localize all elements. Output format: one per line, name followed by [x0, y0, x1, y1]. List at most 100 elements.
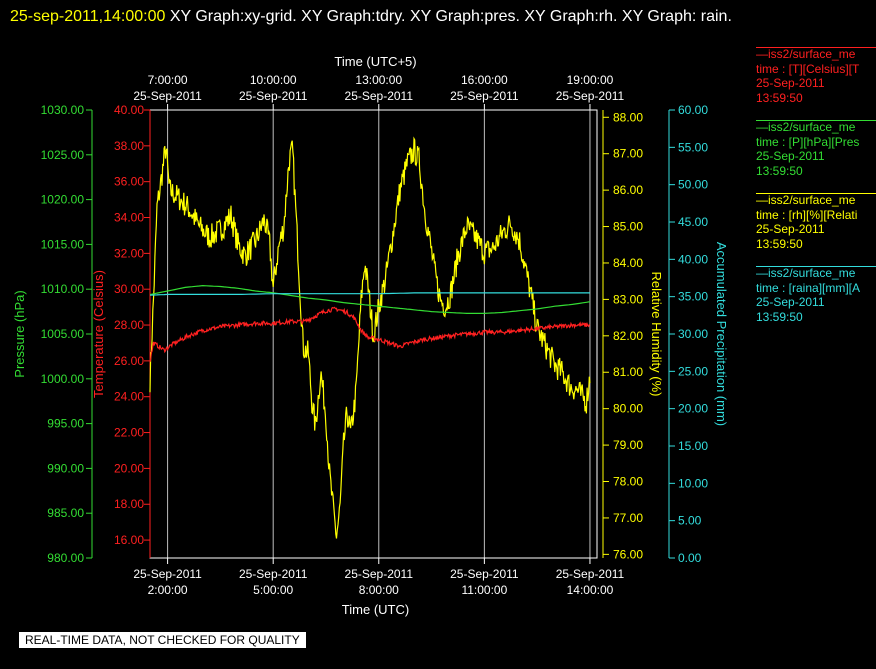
y-tick-label-rain: 5.00 [678, 514, 702, 528]
x-tick-label-time: 8:00:00 [359, 583, 399, 597]
series-line-pres [149, 284, 591, 314]
legend-separator [756, 47, 876, 48]
x-tick-label-date: 25-Sep-2011 [556, 567, 625, 581]
y-tick-label-rh: 84.00 [613, 256, 643, 270]
y-tick-label-tdry: 36.00 [114, 175, 144, 189]
legend-variable: time : [T][Celsius][T [756, 61, 860, 76]
y-tick-label-rain: 55.00 [678, 140, 708, 154]
y-tick-label-rh: 83.00 [613, 292, 643, 306]
y-tick-label-pres: 1010.00 [41, 282, 85, 296]
y-tick-label-tdry: 38.00 [114, 139, 144, 153]
x-tick-label-time: 5:00:00 [253, 583, 293, 597]
x-tick-label-time: 11:00:00 [461, 583, 507, 597]
x-top-tick-label-date: 25-Sep-2011 [133, 89, 202, 103]
y-tick-label-rh: 86.00 [613, 183, 643, 197]
y-tick-label-rain: 45.00 [678, 215, 708, 229]
legend-date: 25-Sep-2011 [756, 76, 825, 90]
legend-rain: —iss2/surface_me time : [raina][mm][A 25… [756, 266, 876, 324]
y-tick-label-rain: 60.00 [678, 103, 708, 117]
y-tick-label-pres: 1000.00 [41, 372, 85, 386]
x-top-tick-label-date: 25-Sep-2011 [450, 89, 519, 103]
y-tick-label-rain: 0.00 [678, 551, 702, 565]
x-tick-label-date: 25-Sep-2011 [133, 567, 202, 581]
x-top-tick-label-date: 25-Sep-2011 [239, 89, 308, 103]
y-tick-label-rain: 50.00 [678, 178, 708, 192]
y-tick-label-rh: 79.00 [613, 438, 643, 452]
y-tick-label-pres: 1030.00 [41, 103, 85, 117]
y-tick-label-rain: 35.00 [678, 290, 708, 304]
y-tick-label-tdry: 24.00 [114, 390, 144, 404]
y-tick-label-pres: 1005.00 [41, 327, 85, 341]
y-axis-title-tdry: Temperature (Celsius) [91, 270, 106, 398]
y-tick-label-tdry: 20.00 [114, 461, 144, 475]
y-axis-title-pres: Pressure (hPa) [12, 290, 27, 377]
x-tick-label-time: 14:00:00 [567, 583, 614, 597]
y-tick-label-tdry: 26.00 [114, 354, 144, 368]
x-top-tick-label-time: 16:00:00 [461, 73, 508, 87]
x-axis-title-bottom: Time (UTC) [342, 602, 409, 617]
y-tick-label-pres: 995.00 [47, 417, 84, 431]
legend-tdry: —iss2/surface_me time : [T][Celsius][T 2… [756, 47, 876, 105]
x-top-tick-label-time: 19:00:00 [567, 73, 614, 87]
series-line-rh [149, 136, 591, 539]
legend-separator [756, 266, 876, 267]
y-tick-label-tdry: 30.00 [114, 282, 144, 296]
y-tick-label-tdry: 32.00 [114, 246, 144, 260]
header-timestamp: 25-sep-2011,14:00:00 [10, 8, 166, 25]
y-axis-title-rh: Relative Humidity (%) [649, 272, 664, 397]
y-tick-label-rain: 30.00 [678, 327, 708, 341]
y-tick-label-rh: 77.00 [613, 511, 643, 525]
y-tick-label-pres: 980.00 [47, 551, 84, 565]
y-tick-label-rh: 85.00 [613, 220, 643, 234]
legend-date: 25-Sep-2011 [756, 295, 825, 309]
legend-series-label: —iss2/surface_me [756, 120, 856, 134]
y-tick-label-rain: 15.00 [678, 439, 708, 453]
legend-time: 13:59:50 [756, 236, 803, 251]
x-tick-label-date: 25-Sep-2011 [450, 567, 519, 581]
y-tick-label-tdry: 28.00 [114, 318, 144, 332]
y-tick-label-pres: 990.00 [47, 461, 84, 475]
y-tick-label-rh: 80.00 [613, 402, 643, 416]
legend-rh: —iss2/surface_me time : [rh][%][Relati 2… [756, 193, 876, 251]
legend-series-label: —iss2/surface_me [756, 47, 856, 61]
quality-notice: REAL-TIME DATA, NOT CHECKED FOR QUALITY [19, 632, 306, 648]
y-tick-label-rh: 88.00 [613, 110, 643, 124]
y-tick-label-pres: 985.00 [47, 506, 84, 520]
x-tick-label-date: 25-Sep-2011 [345, 567, 414, 581]
y-tick-label-tdry: 22.00 [114, 426, 144, 440]
y-tick-label-tdry: 34.00 [114, 211, 144, 225]
legend-separator [756, 193, 876, 194]
y-tick-label-rh: 87.00 [613, 147, 643, 161]
x-top-tick-label-time: 10:00:00 [250, 73, 297, 87]
y-tick-label-rain: 25.00 [678, 364, 708, 378]
legend-variable: time : [P][hPa][Pres [756, 134, 860, 149]
legend-variable: time : [rh][%][Relati [756, 207, 858, 222]
x-tick-label-date: 25-Sep-2011 [239, 567, 308, 581]
legend-separator [756, 120, 876, 121]
legend-series-label: —iss2/surface_me [756, 266, 856, 280]
y-tick-label-tdry: 16.00 [114, 533, 144, 547]
legend-time: 13:59:50 [756, 163, 803, 178]
x-axis-title-top: Time (UTC+5) [334, 54, 416, 69]
y-tick-label-rain: 20.00 [678, 402, 708, 416]
legend-series-label: —iss2/surface_me [756, 193, 856, 207]
legend-date: 25-Sep-2011 [756, 222, 825, 236]
x-top-tick-label-time: 13:00:00 [355, 73, 402, 87]
legend-date: 25-Sep-2011 [756, 149, 825, 163]
y-tick-label-rh: 76.00 [613, 547, 643, 561]
y-tick-label-tdry: 40.00 [114, 103, 144, 117]
series-line-tdry [149, 306, 591, 363]
legend-time: 13:59:50 [756, 90, 803, 105]
x-top-tick-label-date: 25-Sep-2011 [345, 89, 414, 103]
y-tick-label-pres: 1020.00 [41, 193, 85, 207]
legend-variable: time : [raina][mm][A [756, 280, 861, 295]
y-tick-label-pres: 1025.00 [41, 148, 85, 162]
y-tick-label-rh: 81.00 [613, 365, 643, 379]
y-axis-title-rain: Accumulated Precipitation (mm) [714, 242, 729, 426]
y-tick-label-rh: 78.00 [613, 475, 643, 489]
x-top-tick-label-date: 25-Sep-2011 [556, 89, 625, 103]
header-title: XY Graph:xy-grid. XY Graph:tdry. XY Grap… [169, 8, 732, 25]
plot-frame [149, 109, 598, 559]
series-line-rain [149, 292, 590, 296]
x-tick-label-time: 2:00:00 [148, 583, 188, 597]
